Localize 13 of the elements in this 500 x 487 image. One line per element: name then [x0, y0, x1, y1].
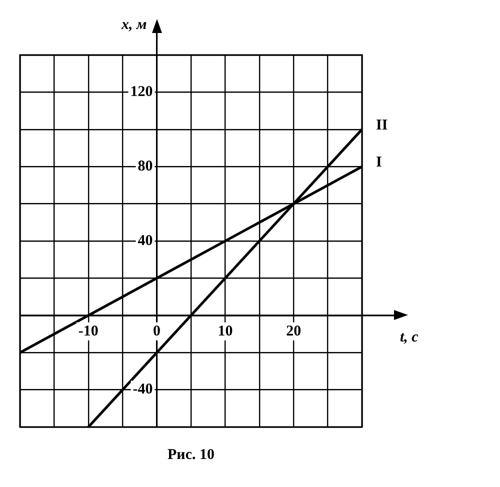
series-label: II — [376, 117, 388, 134]
y-axis-title: x, м — [120, 16, 147, 33]
text: Рис. 10 — [168, 446, 214, 463]
x-tick-label: -10 — [78, 323, 98, 340]
x-tick-label: 0 — [153, 323, 161, 340]
y-tick-label: 40 — [138, 232, 153, 249]
x-tick-label: 10 — [218, 323, 233, 340]
y-tick-label: 80 — [138, 158, 153, 174]
y-tick-label: -40 — [132, 382, 153, 398]
y-tick-label: 120 — [130, 84, 153, 100]
x-axis-title: t, с — [400, 329, 419, 346]
series-label: I — [376, 154, 382, 170]
x-tick-label: 20 — [286, 323, 302, 340]
